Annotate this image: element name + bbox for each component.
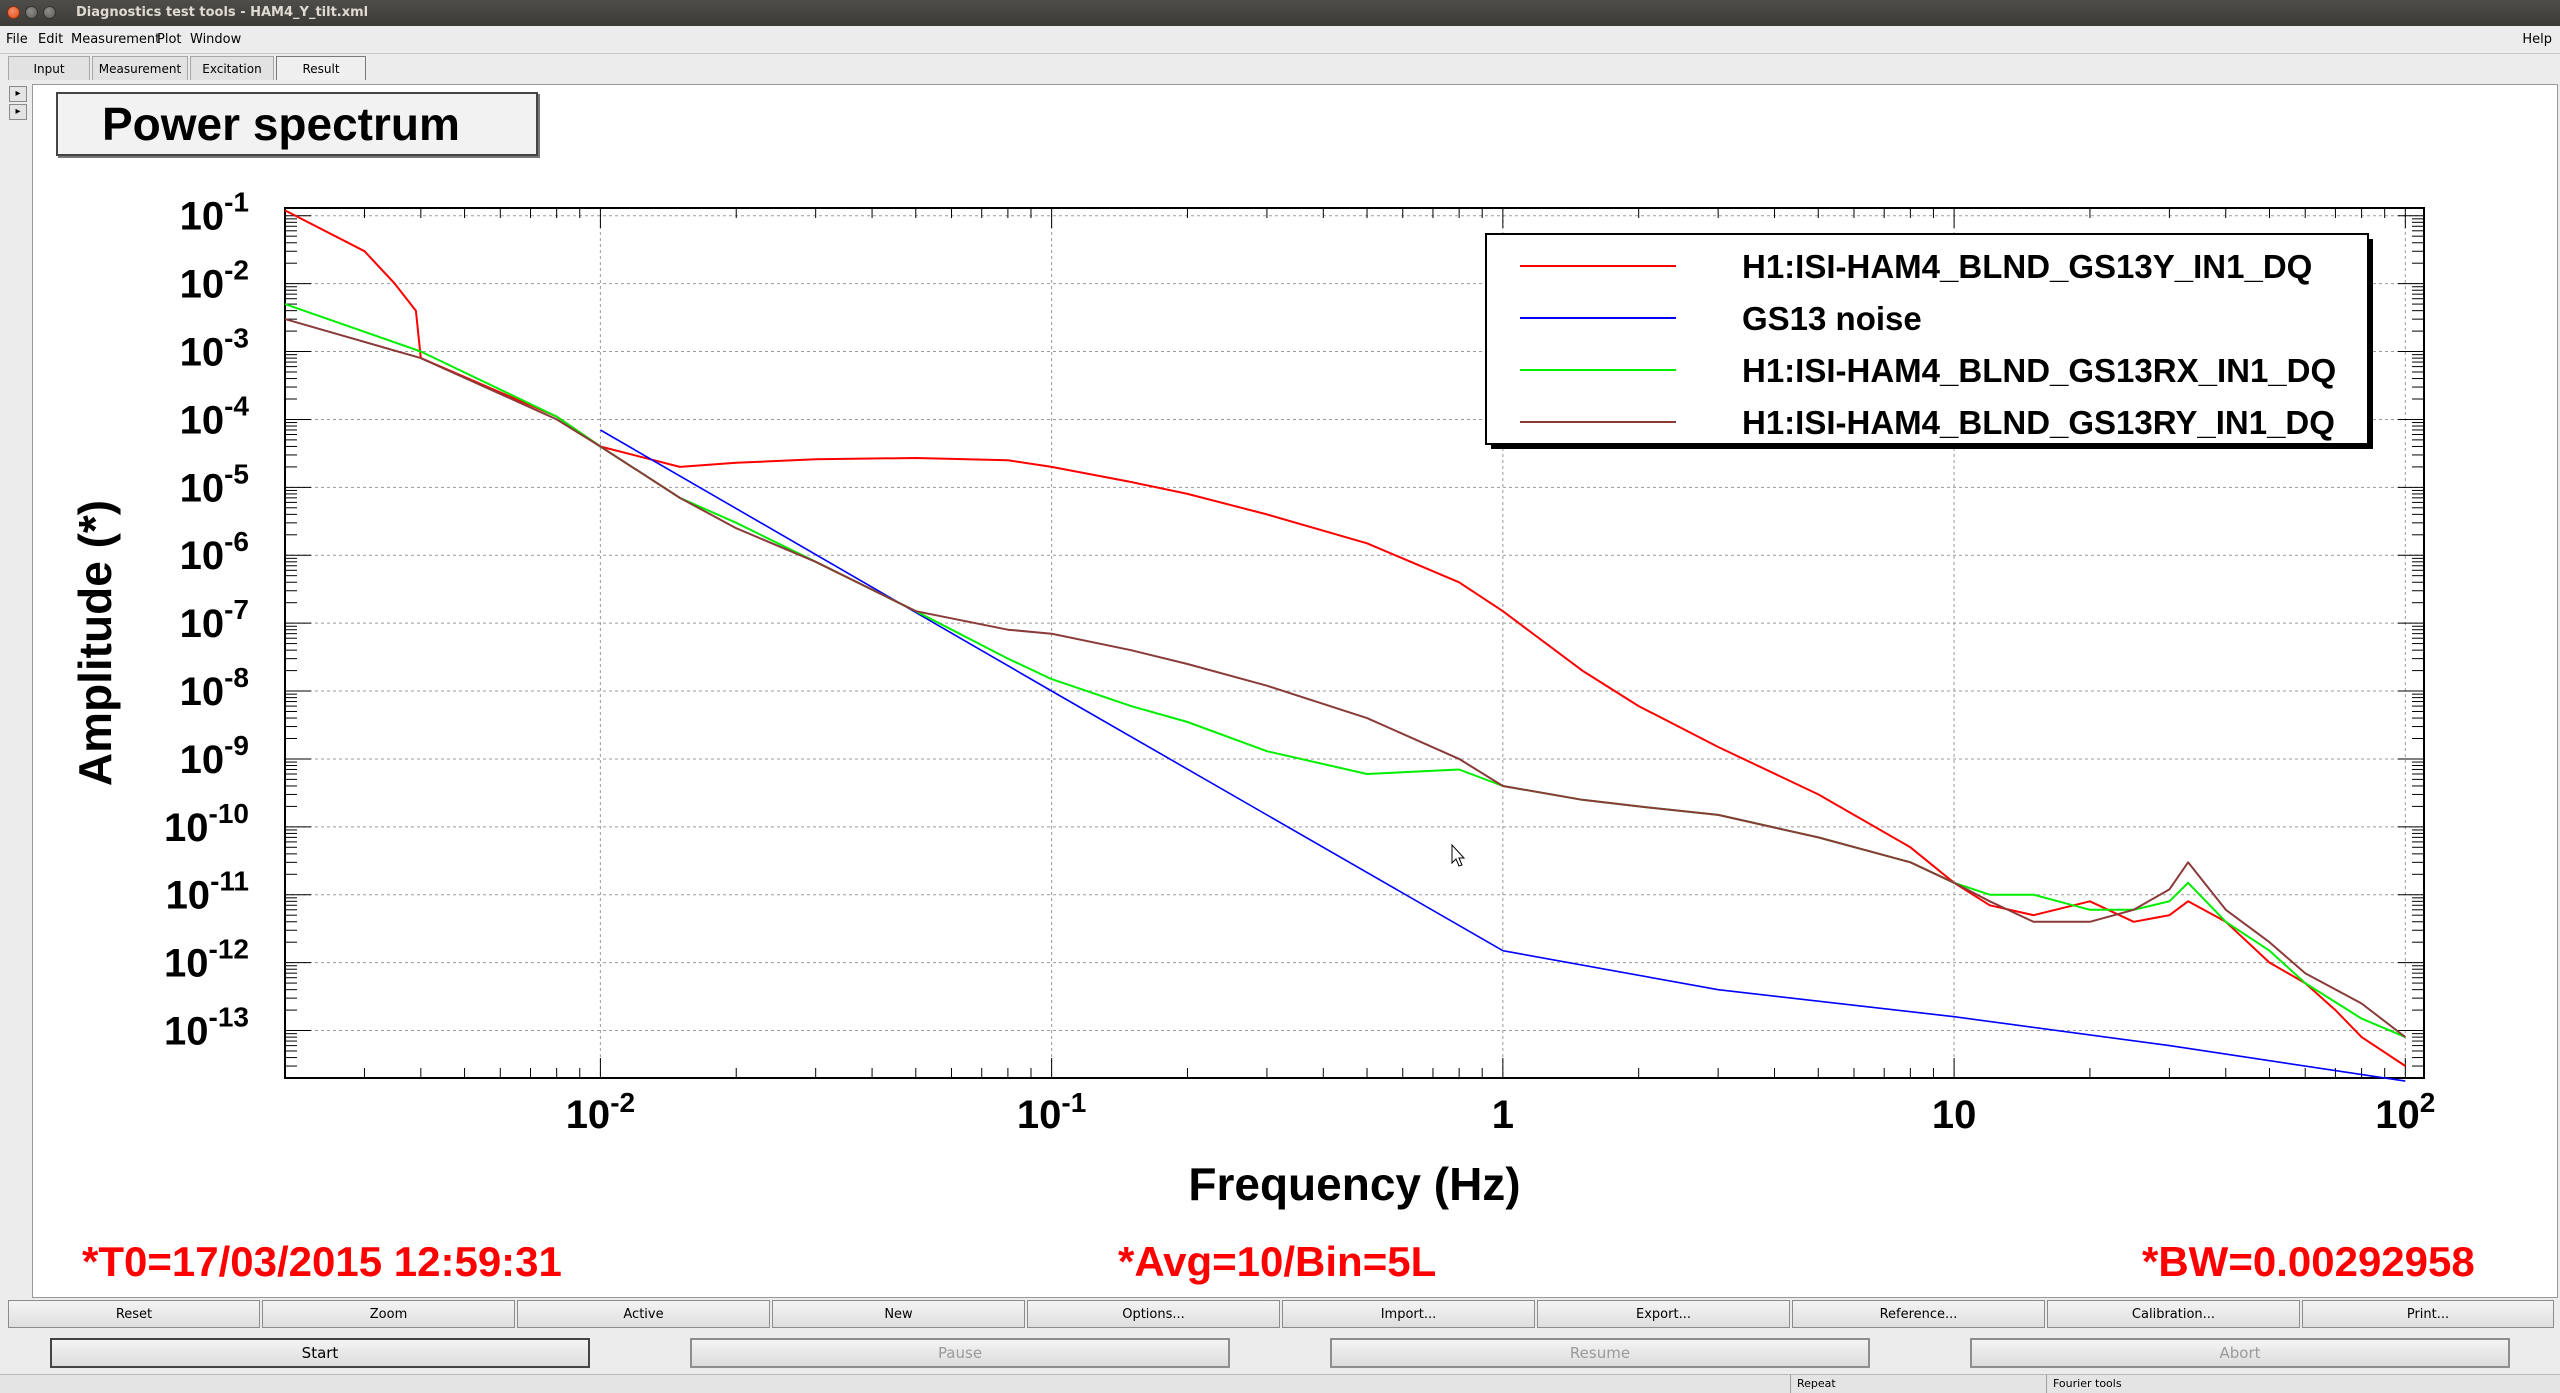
- y-axis-label: Amplitude (*): [69, 500, 121, 786]
- minimize-window-icon[interactable]: [25, 6, 38, 19]
- plot-canvas[interactable]: 10-2 10-1 1 10 102 10-1 10-2 10-3 10-4 10-5 10-6 10…: [32, 84, 2558, 1298]
- y-tick-label: 10-2: [180, 255, 249, 307]
- new-button[interactable]: New: [772, 1300, 1025, 1328]
- y-tick-label: 10-10: [164, 798, 249, 850]
- x-tick-label: 1: [1492, 1093, 1514, 1137]
- abort-button[interactable]: Abort: [1970, 1338, 2510, 1368]
- x-tick-label: 10-1: [1017, 1087, 1086, 1137]
- pause-button[interactable]: Pause: [690, 1338, 1230, 1368]
- mouse-cursor-icon: [1451, 843, 1466, 867]
- y-tick-label: 10-3: [180, 323, 249, 375]
- spectrum-chart[interactable]: 10-2 10-1 1 10 10210-110-210-310-410-510-610…: [33, 85, 2557, 1297]
- status-bw: *BW=0.00292958: [2142, 1238, 2475, 1285]
- reset-button[interactable]: Reset: [8, 1300, 260, 1328]
- close-window-icon[interactable]: [7, 6, 20, 19]
- tab-excitation[interactable]: Excitation: [190, 56, 274, 80]
- legend-box: [1485, 233, 2369, 445]
- y-tick-label: 10-6: [180, 526, 249, 578]
- print-button[interactable]: Print...: [2302, 1300, 2554, 1328]
- menu-measurement[interactable]: Measurement: [71, 32, 161, 47]
- y-tick-label: 10-8: [180, 662, 249, 714]
- menu-bar: File Edit Measurement Plot Window Help: [0, 26, 2560, 54]
- x-tick-label: 102: [2375, 1087, 2435, 1137]
- legend-entry-label: H1:ISI-HAM4_BLND_GS13RX_IN1_DQ: [1742, 352, 2336, 389]
- menu-plot[interactable]: Plot: [157, 32, 182, 47]
- status-repeat: Repeat: [1790, 1375, 2047, 1393]
- import-button[interactable]: Import...: [1282, 1300, 1535, 1328]
- status-fourier-tools: Fourier tools: [2046, 1375, 2553, 1393]
- y-tick-label: 10-9: [180, 730, 249, 782]
- legend-entry-label: H1:ISI-HAM4_BLND_GS13RY_IN1_DQ: [1742, 404, 2335, 441]
- maximize-window-icon[interactable]: [43, 6, 56, 19]
- menu-edit[interactable]: Edit: [38, 32, 64, 47]
- y-tick-label: 10-13: [164, 1002, 249, 1054]
- calibration-button[interactable]: Calibration...: [2047, 1300, 2300, 1328]
- series-line-4: [284, 318, 2406, 1038]
- legend-entry-label: H1:ISI-HAM4_BLND_GS13Y_IN1_DQ: [1742, 248, 2312, 285]
- active-button[interactable]: Active: [517, 1300, 770, 1328]
- window-title: Diagnostics test tools - HAM4_Y_tilt.xml: [76, 5, 369, 20]
- plot-title: Power spectrum: [56, 92, 538, 156]
- y-tick-label: 10-11: [166, 866, 249, 918]
- x-tick-label: 10: [1932, 1093, 1977, 1137]
- status-bar: Repeat Fourier tools: [0, 1374, 2560, 1393]
- tab-measurement[interactable]: Measurement: [92, 56, 188, 80]
- export-button[interactable]: Export...: [1537, 1300, 1790, 1328]
- resume-button[interactable]: Resume: [1330, 1338, 1870, 1368]
- series-line-2: [599, 429, 2406, 1082]
- run-control-bar: Start Pause Resume Abort: [0, 1338, 2560, 1372]
- pad-scroll-down-icon[interactable]: ▸: [9, 104, 27, 120]
- status-avg: *Avg=10/Bin=5L: [1118, 1238, 1437, 1285]
- x-tick-label: 10-2: [566, 1087, 635, 1137]
- y-tick-label: 10-12: [164, 934, 249, 986]
- y-tick-label: 10-5: [180, 458, 249, 510]
- options-button[interactable]: Options...: [1027, 1300, 1280, 1328]
- window-titlebar: Diagnostics test tools - HAM4_Y_tilt.xml: [0, 0, 2560, 26]
- status-t0: *T0=17/03/2015 12:59:31: [82, 1238, 562, 1285]
- zoom-button[interactable]: Zoom: [262, 1300, 515, 1328]
- menu-window[interactable]: Window: [190, 32, 242, 47]
- y-tick-label: 10-4: [180, 390, 250, 442]
- window-controls: [7, 6, 56, 19]
- pad-scroll-up-icon[interactable]: ▸: [9, 86, 27, 102]
- plot-control-bar: Reset Zoom Active New Options... Import.…: [8, 1300, 2554, 1330]
- tab-result[interactable]: Result: [276, 56, 366, 80]
- x-axis-label: Frequency (Hz): [1188, 1158, 1520, 1210]
- y-tick-label: 10-7: [180, 594, 249, 646]
- tab-input[interactable]: Input: [8, 56, 90, 80]
- legend-entry-label: GS13 noise: [1742, 300, 1922, 337]
- reference-button[interactable]: Reference...: [1792, 1300, 2045, 1328]
- y-tick-label: 10-1: [180, 187, 249, 239]
- start-button[interactable]: Start: [50, 1338, 590, 1368]
- menu-help[interactable]: Help: [2522, 32, 2552, 47]
- menu-file[interactable]: File: [6, 32, 28, 47]
